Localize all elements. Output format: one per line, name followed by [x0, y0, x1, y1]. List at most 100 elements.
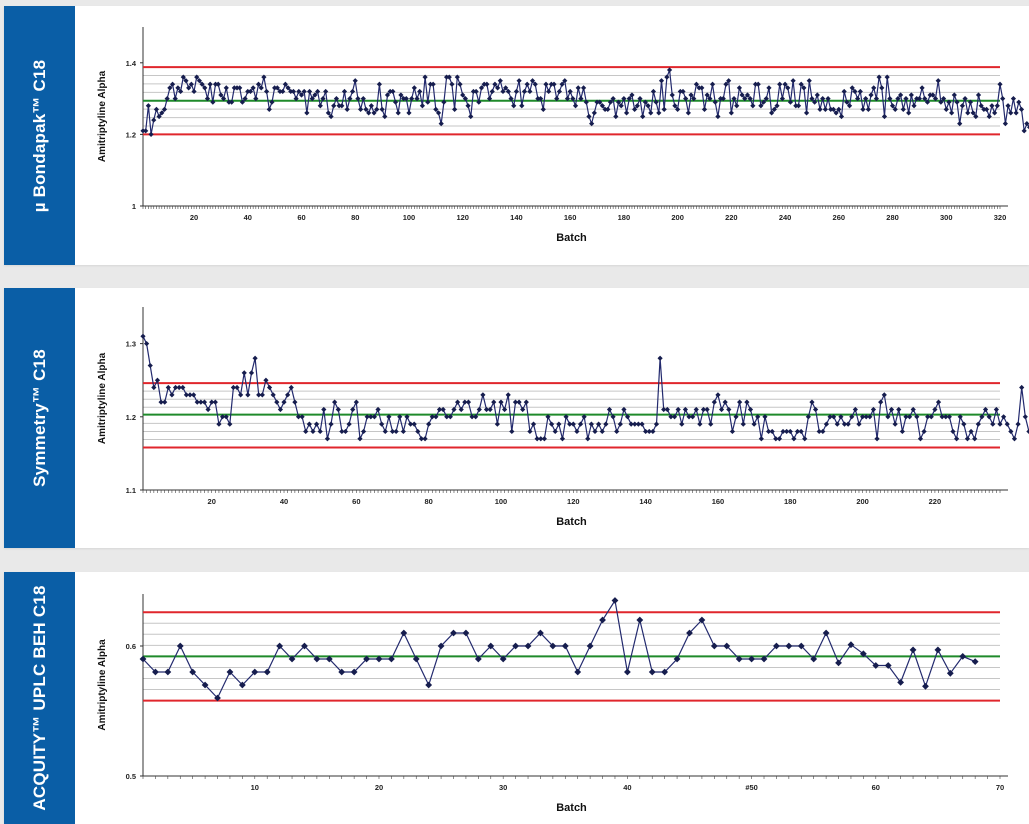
- data-point: [820, 96, 826, 102]
- data-point: [212, 81, 219, 87]
- data-point: [710, 642, 718, 650]
- data-point: [549, 421, 555, 427]
- x-tick-label: 220: [929, 497, 942, 506]
- data-point: [400, 629, 408, 637]
- data-point: [473, 414, 479, 420]
- data-point: [946, 414, 952, 420]
- data-point: [422, 436, 428, 442]
- data-point: [227, 421, 233, 427]
- data-point: [552, 428, 558, 435]
- data-point: [350, 668, 358, 676]
- data-point: [374, 106, 380, 112]
- data-point: [529, 78, 536, 84]
- y-tick-label: 1.3: [126, 340, 136, 349]
- data-point: [470, 88, 477, 95]
- x-tick-label: 80: [351, 213, 359, 222]
- data-point: [509, 428, 515, 435]
- data-point: [981, 106, 987, 112]
- data-point: [914, 96, 920, 102]
- data-point: [711, 399, 717, 405]
- data-point: [505, 392, 511, 398]
- data-point: [180, 384, 186, 391]
- data-point: [427, 81, 434, 87]
- data-point: [737, 399, 743, 405]
- data-point: [806, 78, 812, 84]
- data-point: [1022, 414, 1028, 420]
- data-point: [922, 96, 928, 102]
- data-point: [645, 103, 651, 109]
- data-point: [535, 96, 541, 102]
- data-point: [312, 92, 318, 98]
- data-point: [223, 414, 229, 420]
- data-point: [881, 392, 887, 398]
- data-point: [774, 103, 780, 109]
- data-point: [575, 85, 581, 91]
- data-point: [957, 121, 963, 127]
- data-point: [1011, 436, 1018, 442]
- data-point: [301, 642, 308, 650]
- data-point: [975, 92, 982, 98]
- data-point: [433, 414, 439, 420]
- data-point: [954, 99, 960, 105]
- column-name-label: ACQUITY™ UPLC BEH C18: [29, 585, 49, 811]
- data-point: [708, 421, 714, 427]
- data-point: [324, 436, 331, 442]
- data-point: [765, 428, 772, 435]
- data-point: [903, 414, 909, 420]
- data-point: [964, 436, 971, 442]
- data-point: [376, 81, 383, 87]
- x-tick-label: 220: [725, 213, 738, 222]
- data-point: [610, 414, 616, 420]
- data-point: [793, 103, 799, 109]
- data-point: [446, 74, 452, 80]
- data-point: [546, 88, 552, 95]
- data-point: [906, 414, 913, 420]
- data-point: [581, 414, 587, 420]
- data-point: [822, 106, 828, 112]
- data-point: [331, 103, 337, 109]
- data-point: [486, 96, 493, 102]
- x-tick-label: 30: [499, 783, 507, 792]
- data-point: [885, 414, 891, 420]
- data-point: [392, 99, 399, 105]
- data-point: [358, 106, 364, 112]
- data-point: [822, 629, 830, 637]
- data-point: [605, 106, 611, 112]
- data-point: [844, 99, 850, 105]
- data-point: [382, 428, 388, 435]
- data-point: [610, 96, 616, 102]
- data-point: [176, 642, 184, 650]
- data-point: [744, 399, 750, 405]
- x-tick-label: 10: [251, 783, 259, 792]
- data-point: [803, 110, 810, 116]
- data-point: [859, 650, 867, 658]
- data-point: [683, 96, 689, 102]
- data-point: [623, 668, 631, 676]
- x-minor-ticks: [142, 206, 1001, 209]
- data-point: [847, 641, 855, 649]
- data-point: [943, 414, 949, 420]
- data-point: [164, 96, 170, 102]
- data-point: [248, 370, 255, 376]
- data-point: [805, 414, 811, 420]
- data-point: [986, 414, 992, 420]
- data-point: [154, 377, 161, 383]
- data-point: [259, 392, 265, 398]
- data-point: [1013, 110, 1019, 116]
- data-point: [975, 421, 981, 427]
- data-point: [925, 414, 931, 420]
- data-point: [328, 113, 334, 120]
- x-tick-label: 160: [712, 497, 725, 506]
- data-point: [785, 85, 791, 91]
- data-point: [906, 110, 912, 116]
- data-point: [212, 399, 218, 405]
- data-point: [704, 92, 710, 98]
- x-tick-label: 200: [671, 213, 684, 222]
- data-point: [521, 88, 528, 95]
- data-point: [462, 96, 468, 102]
- control-chart-bondapak: 1 1.2 1.4 20 40 60 80 100 120 140 160 180 200 220 240 2…: [97, 27, 1029, 244]
- data-point: [538, 96, 544, 102]
- data-point: [261, 74, 267, 80]
- data-point: [734, 103, 740, 109]
- data-point: [863, 96, 869, 102]
